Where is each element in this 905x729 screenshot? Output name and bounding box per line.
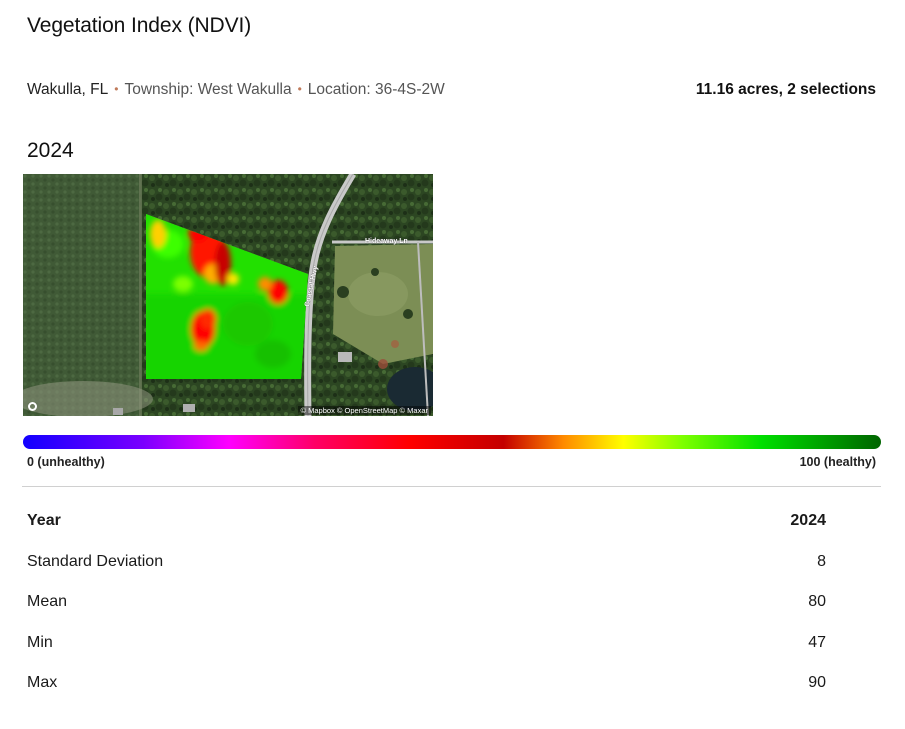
stats-header-value: 2024 <box>790 512 826 529</box>
stats-header-row: Year 2024 <box>27 512 826 553</box>
mapbox-logo-icon[interactable] <box>28 402 37 411</box>
section-divider <box>22 486 881 487</box>
separator-dot-icon: • <box>297 82 302 96</box>
satellite-imagery <box>23 174 433 416</box>
page-title: Vegetation Index (NDVI) <box>27 14 252 37</box>
section-label: Location: 36-4S-2W <box>307 81 445 98</box>
stats-table: Year 2024 Standard Deviation 8 Mean 80 M… <box>27 512 826 715</box>
stats-row-value: 47 <box>808 633 826 651</box>
scale-min-label: 0 (unhealthy) <box>27 455 105 469</box>
ndvi-color-scale <box>23 435 881 449</box>
stats-row-label: Standard Deviation <box>27 552 164 570</box>
township-label: Township: West Wakulla <box>124 81 292 98</box>
county-label: Wakulla, FL <box>27 81 109 98</box>
stats-row-std-dev: Standard Deviation 8 <box>27 553 826 594</box>
ndvi-map[interactable]: Hideaway Ln Coastal Hwy © Mapbox © OpenS… <box>23 174 433 416</box>
stats-row-mean: Mean 80 <box>27 593 826 634</box>
stats-row-label: Max <box>27 674 58 692</box>
stats-row-min: Min 47 <box>27 634 826 675</box>
scale-max-label: 100 (healthy) <box>799 455 876 469</box>
stats-row-label: Mean <box>27 593 68 611</box>
location-breadcrumb: Wakulla, FL • Township: West Wakulla • Locat… <box>27 81 445 99</box>
separator-dot-icon: • <box>114 82 119 96</box>
acreage-summary: 11.16 acres, 2 selections <box>695 81 876 98</box>
stats-row-max: Max 90 <box>27 674 826 715</box>
stats-header-label: Year <box>27 512 61 529</box>
year-heading: 2024 <box>27 139 74 162</box>
map-attribution[interactable]: © Mapbox © OpenStreetMap © Maxar <box>297 406 431 415</box>
stats-row-value: 90 <box>808 674 826 692</box>
road-label-lane: Hideaway Ln <box>365 238 408 245</box>
stats-row-value: 80 <box>808 593 826 611</box>
stats-row-label: Min <box>27 633 53 651</box>
stats-row-value: 8 <box>817 552 826 570</box>
